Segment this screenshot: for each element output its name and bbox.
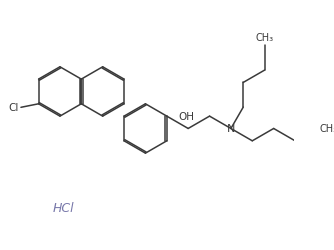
Text: CH₃: CH₃ [320,124,334,134]
Text: N: N [227,124,235,134]
Text: CH₃: CH₃ [256,33,274,43]
Text: HCl: HCl [53,202,74,214]
Text: Cl: Cl [9,103,19,113]
Text: OH: OH [178,111,194,121]
